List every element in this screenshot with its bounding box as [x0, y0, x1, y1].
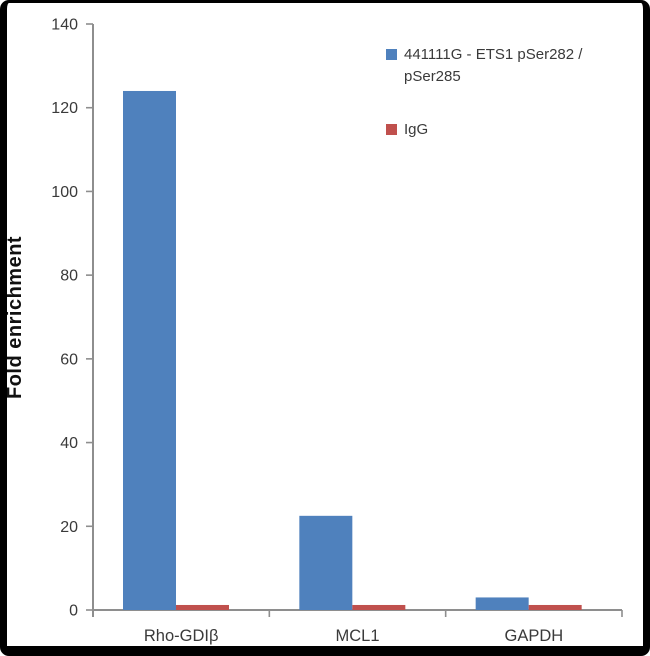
- bar-series-2-Rho-GDIβ: [176, 604, 229, 610]
- bar-series-2-GAPDH: [528, 604, 582, 610]
- legend: 441111G - ETS1 pSer282 / pSer285 IgG: [386, 44, 623, 141]
- legend-item-series-2: IgG: [386, 119, 623, 141]
- y-tick-label: 0: [69, 603, 78, 620]
- y-tick-label: 20: [60, 519, 78, 536]
- legend-swatch-red-icon: [386, 124, 397, 135]
- bar-series-1-GAPDH: [475, 597, 529, 610]
- y-axis-title: Fold enrichment: [4, 235, 26, 399]
- legend-label-series-1: 441111G - ETS1 pSer282 / pSer285: [404, 46, 583, 85]
- x-category-label: MCL1: [335, 627, 379, 645]
- y-tick-label: 80: [60, 268, 78, 285]
- y-tick-label: 120: [51, 100, 78, 117]
- legend-item-series-1: 441111G - ETS1 pSer282 / pSer285: [386, 44, 623, 88]
- bar-series-1-MCL1: [299, 515, 353, 610]
- y-tick-label: 40: [60, 435, 78, 452]
- x-category-label: GAPDH: [504, 627, 563, 645]
- legend-label-series-2: IgG: [404, 121, 429, 138]
- y-tick-label: 60: [60, 351, 78, 368]
- bar-series-1-Rho-GDIβ: [123, 90, 176, 610]
- y-tick-label: 100: [51, 184, 78, 201]
- y-tick-label: 140: [51, 17, 78, 34]
- x-category-label: Rho-GDIβ: [144, 627, 219, 645]
- legend-swatch-blue-icon: [386, 49, 397, 60]
- bar-series-2-MCL1: [352, 604, 406, 610]
